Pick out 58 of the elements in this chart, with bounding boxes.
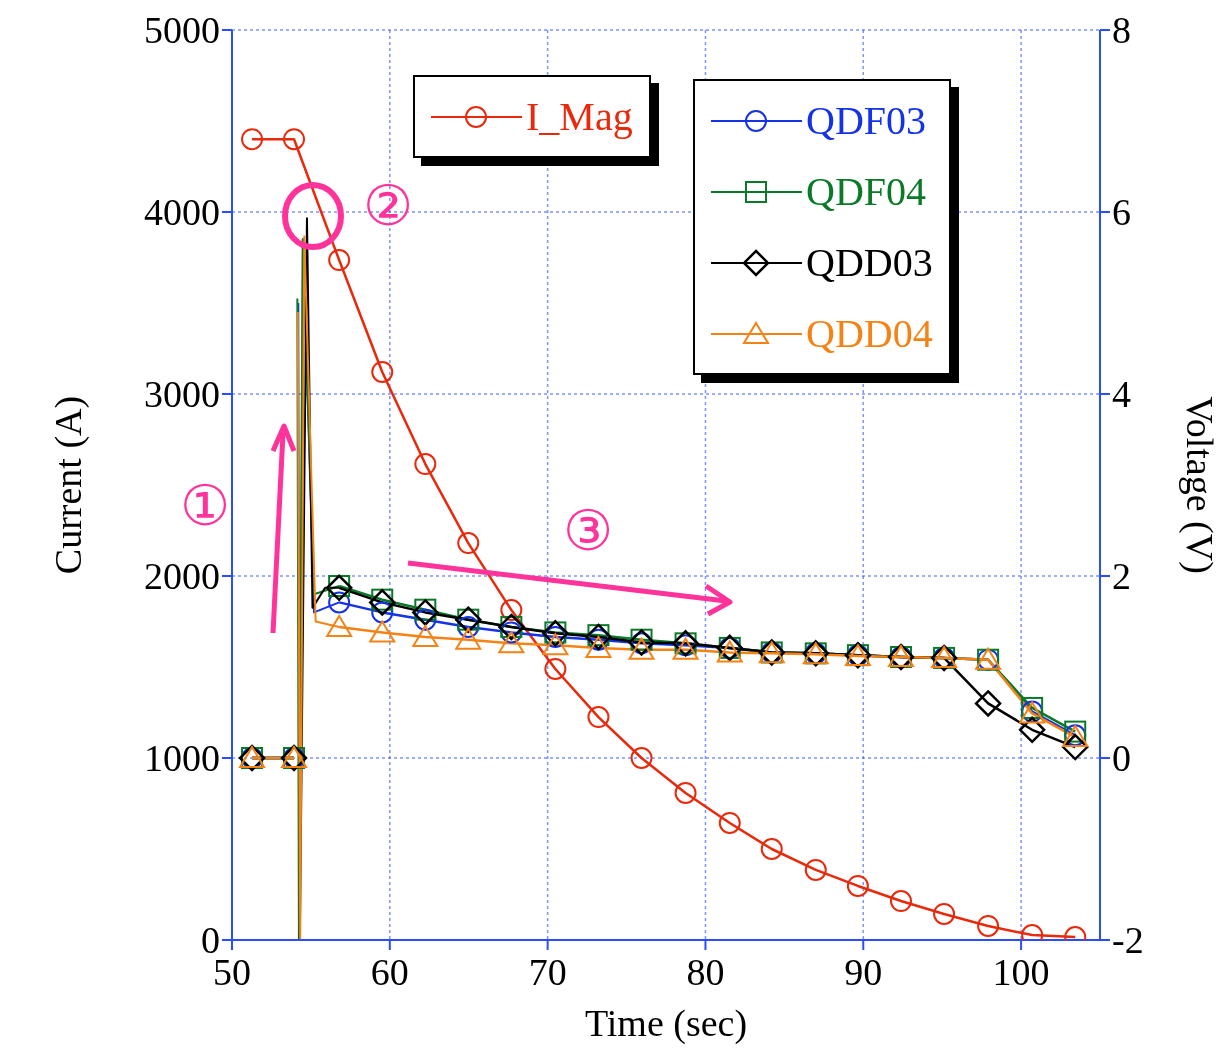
point [371, 360, 394, 383]
text: ① [180, 473, 231, 538]
point [500, 599, 523, 622]
annotation: ② [363, 173, 414, 238]
point [630, 747, 653, 769]
y2-tick-label: 2 [1112, 555, 1131, 598]
y-tick-label: 4000 [144, 191, 220, 234]
point [674, 781, 697, 804]
y-tick-label: 3000 [144, 373, 220, 416]
point [283, 128, 306, 151]
point [241, 128, 264, 151]
point [328, 249, 351, 272]
y2-tick-label: -2 [1112, 919, 1144, 962]
y-tick-label: 5000 [144, 9, 220, 52]
point [412, 599, 439, 626]
point [368, 589, 396, 616]
point [457, 532, 480, 555]
y-tick-label: 1000 [144, 737, 220, 780]
legend-label: QDD04 [806, 310, 933, 357]
point [846, 874, 869, 897]
point [718, 811, 741, 834]
x-tick-label: 100 [992, 950, 1050, 993]
point [933, 902, 956, 925]
point [1061, 733, 1089, 761]
point [414, 453, 437, 476]
point [585, 635, 612, 658]
x-tick-label: 90 [844, 950, 883, 993]
point [1018, 716, 1046, 744]
y2-tick-label: 6 [1112, 191, 1131, 234]
x-tick-label: 60 [370, 950, 409, 993]
point [498, 631, 525, 654]
y2-axis-title: Voltage (V) [1177, 396, 1221, 574]
point [628, 637, 655, 660]
point [587, 706, 610, 729]
point [760, 838, 783, 860]
point [455, 627, 482, 650]
point [804, 858, 827, 881]
y2-tick-label: 8 [1112, 9, 1131, 52]
legend-label: I_Mag [526, 93, 633, 140]
x-axis-title: Time (sec) [584, 1002, 748, 1045]
point [412, 624, 439, 647]
point [974, 690, 1002, 717]
point [544, 658, 567, 680]
legend-label: QDF04 [806, 168, 927, 215]
legend-label: QDF03 [806, 97, 927, 144]
y-tick-label: 2000 [144, 555, 220, 598]
y-axis-title: Current (A) [47, 395, 91, 575]
legend-label: QDD03 [806, 239, 933, 286]
annotation: ③ [563, 498, 614, 563]
y2-tick-label: 0 [1112, 737, 1131, 780]
y2-tick-label: 4 [1112, 373, 1131, 416]
x-tick-label: 70 [528, 950, 567, 993]
point [977, 914, 1000, 937]
point [369, 620, 396, 643]
point [328, 591, 351, 614]
x-tick-label: 80 [686, 950, 725, 993]
point [542, 633, 569, 656]
point [889, 890, 912, 913]
